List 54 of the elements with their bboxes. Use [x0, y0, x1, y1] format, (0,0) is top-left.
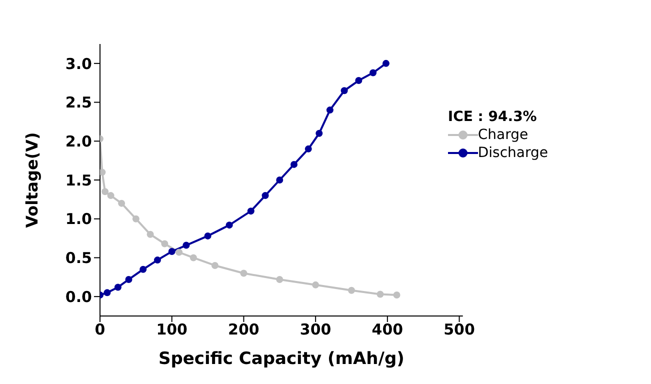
point [276, 176, 284, 184]
point [125, 276, 132, 283]
point [247, 208, 254, 215]
x-tick-label: 500 [444, 320, 475, 339]
legend-label: Charge [478, 126, 528, 144]
point [140, 266, 147, 273]
point [348, 286, 355, 294]
point [182, 242, 190, 249]
point [276, 276, 284, 283]
point [132, 215, 140, 222]
point [118, 200, 126, 207]
point [340, 87, 348, 94]
point [393, 292, 400, 299]
point [107, 192, 114, 200]
point [154, 256, 161, 264]
x-tick-label: 0 [94, 320, 106, 339]
point [104, 289, 111, 296]
legend-label: Discharge [478, 144, 548, 162]
point [382, 60, 390, 67]
point [100, 168, 106, 176]
point [262, 192, 269, 200]
point [114, 284, 122, 291]
y-tick-label: 0.5 [65, 249, 92, 268]
y-tick-label: 3.0 [65, 54, 92, 73]
point [190, 254, 197, 262]
y-axis-title: Voltage(V) [22, 132, 42, 228]
point [204, 232, 212, 240]
point [226, 222, 233, 229]
point [316, 130, 323, 137]
y-tick-label: 2.5 [65, 94, 92, 112]
x-tick-label: 100 [156, 320, 188, 339]
x-tick-label: 300 [300, 320, 332, 339]
point [211, 262, 218, 269]
legend-title: ICE : 94.3% [448, 108, 538, 126]
point [326, 106, 334, 114]
point [304, 145, 312, 152]
point [102, 188, 109, 196]
point [355, 77, 362, 84]
point [290, 160, 298, 168]
point [168, 248, 176, 255]
point [370, 69, 377, 76]
x-axis-title: Specific Capacity (mAh/g) [158, 349, 404, 369]
point [240, 270, 248, 277]
point [312, 281, 320, 288]
point [161, 240, 168, 248]
x-tick-label: 400 [372, 320, 404, 339]
x-tick-label: 200 [228, 320, 260, 339]
y-tick-label: 1.5 [65, 171, 92, 190]
y-tick-label: 2.0 [65, 132, 92, 150]
y-tick-label: 0.0 [65, 288, 92, 306]
point [376, 290, 384, 298]
y-tick-label: 1.0 [65, 210, 92, 228]
point [146, 230, 154, 238]
point [176, 248, 183, 256]
